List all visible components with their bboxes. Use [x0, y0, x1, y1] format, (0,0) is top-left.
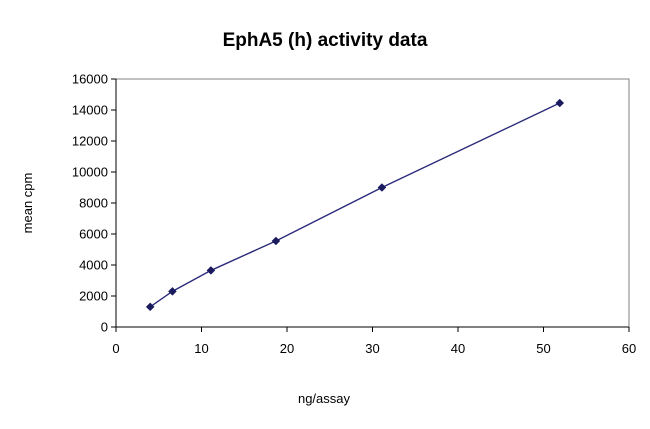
x-tick-label: 10: [194, 341, 208, 356]
series-layer: [145, 98, 565, 312]
data-point: [145, 302, 155, 312]
y-tick-label: 0: [101, 320, 108, 335]
y-tick-label: 2000: [79, 289, 108, 304]
plot-area: [115, 78, 630, 328]
data-point: [168, 286, 177, 296]
y-tick-label: 6000: [79, 227, 108, 242]
x-axis-ticks: 0 10 20 30 40 50 60: [112, 327, 636, 356]
series-line: [149, 102, 561, 308]
x-tick-label: 30: [365, 341, 379, 356]
y-tick-label: 8000: [79, 196, 108, 211]
y-tick-label: 12000: [72, 134, 108, 149]
y-tick-label: 4000: [79, 258, 108, 273]
chart-title: EphA5 (h) activity data: [223, 30, 428, 51]
data-point: [555, 98, 565, 108]
x-tick-label: 0: [112, 341, 119, 356]
x-tick-label: 40: [451, 341, 465, 356]
y-axis-label: mean cpm: [20, 173, 35, 234]
x-tick-label: 60: [622, 341, 636, 356]
y-tick-label: 10000: [72, 165, 108, 180]
y-axis-ticks: 0 2000 4000 6000 8000 10000 12000 14000 16000: [72, 72, 116, 335]
y-tick-label: 14000: [72, 103, 108, 118]
y-tick-label: 16000: [72, 72, 108, 87]
data-point: [377, 183, 387, 192]
x-axis-label: ng/assay: [298, 391, 351, 406]
x-tick-label: 20: [280, 341, 294, 356]
data-point: [271, 236, 281, 246]
data-point: [206, 266, 216, 275]
x-tick-label: 50: [536, 341, 550, 356]
